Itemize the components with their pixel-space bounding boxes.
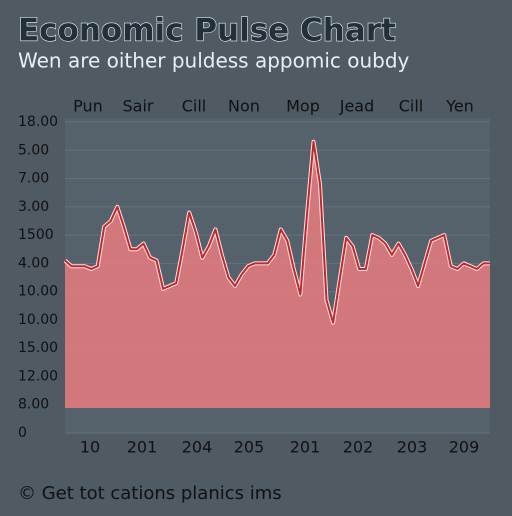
y-tick-label: 12.00 — [18, 368, 58, 384]
plot-layer: 18.00 5.00 7.00 3.00 1500 4.00 10.00 10.00 15.00… — [18, 97, 490, 457]
y-tick-label: 10.00 — [18, 284, 58, 300]
top-label: Sair — [123, 97, 154, 116]
y-tick-label: 8.00 — [18, 397, 49, 413]
top-label: Yen — [445, 97, 474, 116]
y-tick-label: 4.00 — [18, 255, 49, 271]
y-tick-label: 18.00 — [18, 114, 58, 130]
x-tick-label: 202 — [343, 438, 374, 457]
x-tick-label: 205 — [234, 438, 265, 457]
x-tick-label: 201 — [127, 438, 158, 457]
x-tick-label: 10 — [80, 438, 100, 457]
y-tick-label: 7.00 — [18, 171, 49, 187]
y-tick-label: 15.00 — [18, 340, 58, 356]
chart-title: Economic Pulse Chart — [18, 13, 396, 49]
line — [64, 140, 490, 324]
x-tick-label: 209 — [449, 438, 480, 457]
footer: © Get tot cations planics ims — [18, 483, 282, 504]
top-label: Non — [228, 97, 260, 116]
x-tick-label: 203 — [397, 438, 428, 457]
y-tick-label: 10.00 — [18, 312, 58, 328]
y-tick-label: 1500 — [18, 227, 54, 243]
x-tick-label: 201 — [290, 438, 321, 457]
top-label: Jead — [339, 97, 375, 116]
area-fill — [65, 141, 490, 409]
y-tick-label: 3.00 — [18, 199, 49, 215]
y-tick-label: 5.00 — [18, 142, 49, 158]
top-label: Mop — [286, 97, 320, 116]
y-tick-label: 0 — [18, 425, 27, 441]
top-label: Cill — [182, 97, 207, 116]
top-label: Pun — [73, 97, 103, 116]
top-label: Cill — [399, 97, 424, 116]
x-tick-label: 204 — [182, 438, 213, 457]
chart-subtitle: Wen are oither puldess appomic oubdy — [18, 49, 410, 73]
